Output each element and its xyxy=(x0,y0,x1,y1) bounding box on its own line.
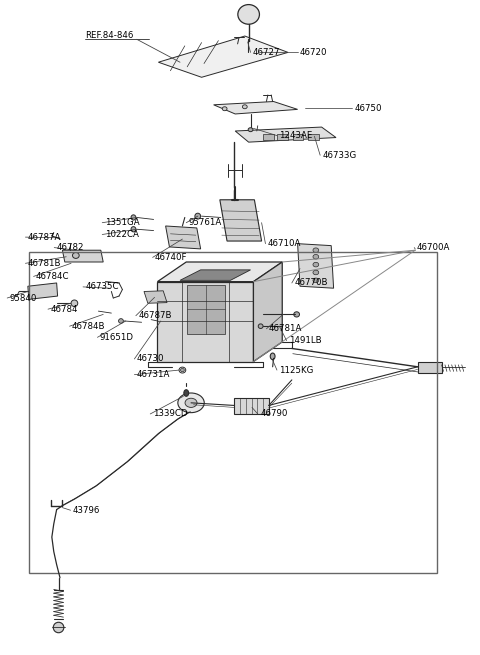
Bar xyxy=(234,398,269,414)
Text: 46720: 46720 xyxy=(300,48,327,57)
Text: 91651D: 91651D xyxy=(100,333,134,342)
Bar xyxy=(277,134,288,140)
Polygon shape xyxy=(298,244,334,288)
Ellipse shape xyxy=(71,300,78,307)
Text: 46784: 46784 xyxy=(50,305,78,314)
Polygon shape xyxy=(28,283,58,299)
Text: REF.84-846: REF.84-846 xyxy=(85,31,134,40)
Ellipse shape xyxy=(313,248,319,252)
Text: 46700A: 46700A xyxy=(417,243,450,252)
Ellipse shape xyxy=(313,278,319,283)
Text: 46727: 46727 xyxy=(253,48,280,57)
Ellipse shape xyxy=(313,254,319,259)
Text: 43796: 43796 xyxy=(73,506,100,515)
Polygon shape xyxy=(144,291,167,303)
Polygon shape xyxy=(166,226,201,249)
Text: 95840: 95840 xyxy=(10,293,37,303)
Ellipse shape xyxy=(222,107,227,111)
Polygon shape xyxy=(253,262,282,362)
Ellipse shape xyxy=(131,227,136,232)
Text: 46733G: 46733G xyxy=(323,151,357,160)
Bar xyxy=(29,252,437,573)
Text: 1491LB: 1491LB xyxy=(289,336,322,345)
Ellipse shape xyxy=(184,390,189,396)
Ellipse shape xyxy=(195,214,201,219)
Text: 46784C: 46784C xyxy=(36,272,70,281)
Text: 1125KG: 1125KG xyxy=(279,365,314,375)
Text: 46740F: 46740F xyxy=(155,253,188,262)
Text: 95761A: 95761A xyxy=(189,218,222,227)
Ellipse shape xyxy=(131,215,136,220)
Ellipse shape xyxy=(178,393,204,413)
Bar xyxy=(418,362,442,373)
Text: 1339CD: 1339CD xyxy=(153,409,187,419)
Polygon shape xyxy=(158,36,288,77)
Text: 46782: 46782 xyxy=(57,243,84,252)
Ellipse shape xyxy=(119,318,123,324)
Ellipse shape xyxy=(72,252,79,258)
Ellipse shape xyxy=(313,270,319,275)
Bar xyxy=(293,134,303,140)
Text: 46735C: 46735C xyxy=(85,282,119,291)
Bar xyxy=(308,134,319,140)
Ellipse shape xyxy=(270,353,275,360)
Text: 46710A: 46710A xyxy=(268,239,301,248)
Text: 46781B: 46781B xyxy=(28,259,61,268)
Ellipse shape xyxy=(242,105,247,109)
Ellipse shape xyxy=(180,368,184,371)
Ellipse shape xyxy=(53,622,64,633)
Text: 46750: 46750 xyxy=(354,103,382,113)
Polygon shape xyxy=(180,270,251,280)
Text: 46784B: 46784B xyxy=(72,322,106,331)
Ellipse shape xyxy=(313,262,319,267)
Text: 46730: 46730 xyxy=(137,354,164,364)
Text: 46731A: 46731A xyxy=(137,370,170,379)
Text: 46781A: 46781A xyxy=(269,324,302,333)
Ellipse shape xyxy=(258,324,263,329)
Polygon shape xyxy=(220,200,262,241)
Polygon shape xyxy=(214,102,298,114)
Text: 46787A: 46787A xyxy=(28,233,61,242)
Ellipse shape xyxy=(248,128,253,132)
Text: 1022CA: 1022CA xyxy=(105,230,139,239)
Text: 46787B: 46787B xyxy=(138,311,172,320)
Polygon shape xyxy=(157,282,253,362)
Ellipse shape xyxy=(294,312,300,317)
Polygon shape xyxy=(235,127,336,142)
Text: 1243AE: 1243AE xyxy=(279,131,313,140)
Text: 46770B: 46770B xyxy=(294,278,328,288)
Text: 1351GA: 1351GA xyxy=(105,218,139,227)
Polygon shape xyxy=(62,250,103,262)
Text: 46790: 46790 xyxy=(260,409,288,419)
Polygon shape xyxy=(157,262,282,282)
Bar xyxy=(263,134,274,140)
Polygon shape xyxy=(187,285,225,334)
Ellipse shape xyxy=(238,5,259,24)
Ellipse shape xyxy=(185,398,197,407)
